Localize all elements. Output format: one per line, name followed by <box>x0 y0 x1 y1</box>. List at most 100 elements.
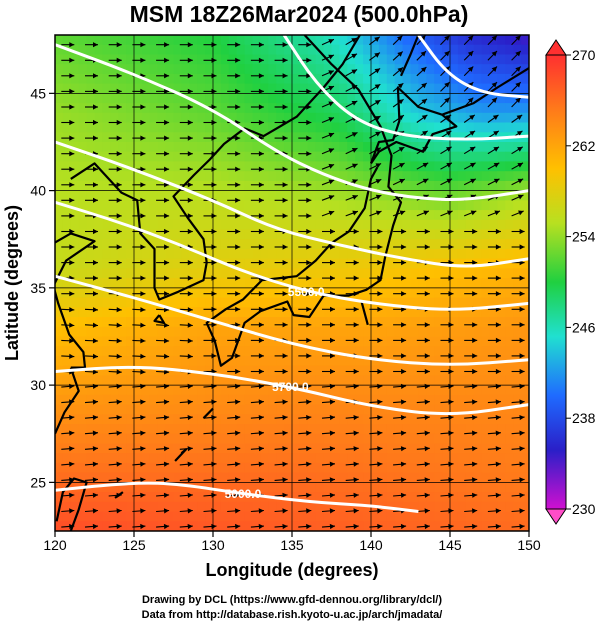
field-cell <box>307 462 317 474</box>
field-cell <box>244 219 254 231</box>
field-cell <box>118 132 127 143</box>
field-cell <box>62 239 72 250</box>
field-cell <box>386 210 396 221</box>
field-cell <box>134 278 143 289</box>
field-cell <box>260 142 269 153</box>
field-cell <box>134 414 143 425</box>
field-cell <box>70 64 80 75</box>
field-cell <box>94 122 103 133</box>
field-cell <box>220 424 230 435</box>
field-cell <box>260 210 269 221</box>
field-cell <box>363 355 372 367</box>
field-cell <box>268 511 277 522</box>
field-cell <box>323 200 333 211</box>
field-cell <box>331 287 340 299</box>
field-cell <box>157 287 167 299</box>
field-cell <box>355 161 364 172</box>
field-cell <box>394 365 404 376</box>
field-cell <box>457 443 467 454</box>
field-cell <box>165 112 175 124</box>
field-cell <box>197 73 206 85</box>
field-cell <box>339 355 348 367</box>
field-cell <box>450 375 459 386</box>
field-cell <box>323 190 333 201</box>
wind-arrow-head <box>353 477 359 483</box>
x-axis-ticks: 120 125 130 135 140 145 150 <box>43 531 541 553</box>
field-cell <box>513 472 522 483</box>
wind-arrow-head <box>164 275 170 281</box>
wind-arrow-head <box>116 446 122 452</box>
wind-arrow-head <box>424 383 430 389</box>
field-cell <box>213 501 222 513</box>
field-cell <box>465 83 475 94</box>
field-cell <box>236 501 246 513</box>
field-cell <box>197 35 206 46</box>
field-cell <box>339 307 348 318</box>
field-cell <box>465 103 475 114</box>
field-cell <box>252 492 261 503</box>
field-cell <box>299 229 309 240</box>
field-cell <box>110 317 119 328</box>
wind-arrow-head <box>187 338 193 344</box>
field-cell <box>86 501 96 513</box>
field-cell <box>276 151 285 162</box>
field-cell <box>465 297 475 308</box>
field-cell <box>197 472 206 483</box>
field-cell <box>323 385 333 396</box>
field-cell <box>347 73 356 85</box>
field-cell <box>205 297 214 308</box>
field-cell <box>86 171 96 182</box>
field-cell <box>252 511 261 522</box>
field-cell <box>465 190 475 201</box>
field-cell <box>418 385 427 396</box>
field-cell <box>165 229 175 240</box>
wind-arrow-head <box>377 461 383 467</box>
field-cell <box>489 317 498 328</box>
field-cell <box>481 180 491 192</box>
field-cell <box>457 424 467 435</box>
field-cell <box>347 414 356 425</box>
field-cell <box>236 229 246 240</box>
field-cell <box>299 268 309 279</box>
field-cell <box>141 171 151 182</box>
field-cell <box>205 501 214 513</box>
field-cell <box>307 453 317 464</box>
field-cell <box>165 103 175 114</box>
field-cell <box>371 44 380 55</box>
field-cell <box>205 54 214 65</box>
field-cell <box>244 93 254 104</box>
field-cell <box>513 258 522 269</box>
field-cell <box>126 171 135 182</box>
field-cell <box>70 355 80 367</box>
wind-arrow-head <box>495 492 501 498</box>
field-cell <box>149 151 159 162</box>
field-cell <box>134 219 143 231</box>
field-cell <box>181 433 190 444</box>
wind-arrow-head <box>211 430 217 436</box>
field-cell <box>363 210 372 221</box>
field-cell <box>363 180 372 192</box>
field-cell <box>402 258 412 269</box>
field-cell <box>292 219 301 231</box>
field-cell <box>94 64 103 75</box>
wind-arrow-head <box>92 383 98 389</box>
wind-arrow-head <box>397 35 403 41</box>
wind-arrow-head <box>374 84 381 90</box>
wind-arrow-head <box>352 163 358 169</box>
field-cell <box>505 112 514 124</box>
field-cell <box>213 103 222 114</box>
wind-arrow-head <box>470 162 476 168</box>
wind-arrow-head <box>140 338 146 344</box>
field-cell <box>465 268 475 279</box>
field-cell <box>394 44 404 55</box>
field-cell <box>134 346 143 357</box>
field-cell <box>442 424 451 435</box>
field-cell <box>292 180 301 192</box>
field-cell <box>323 44 333 55</box>
field-cell <box>205 414 214 425</box>
field-cell <box>465 54 475 65</box>
field-cell <box>252 44 261 55</box>
wind-arrow-head <box>375 116 381 121</box>
field-cell <box>434 35 443 46</box>
field-cell <box>244 453 254 464</box>
